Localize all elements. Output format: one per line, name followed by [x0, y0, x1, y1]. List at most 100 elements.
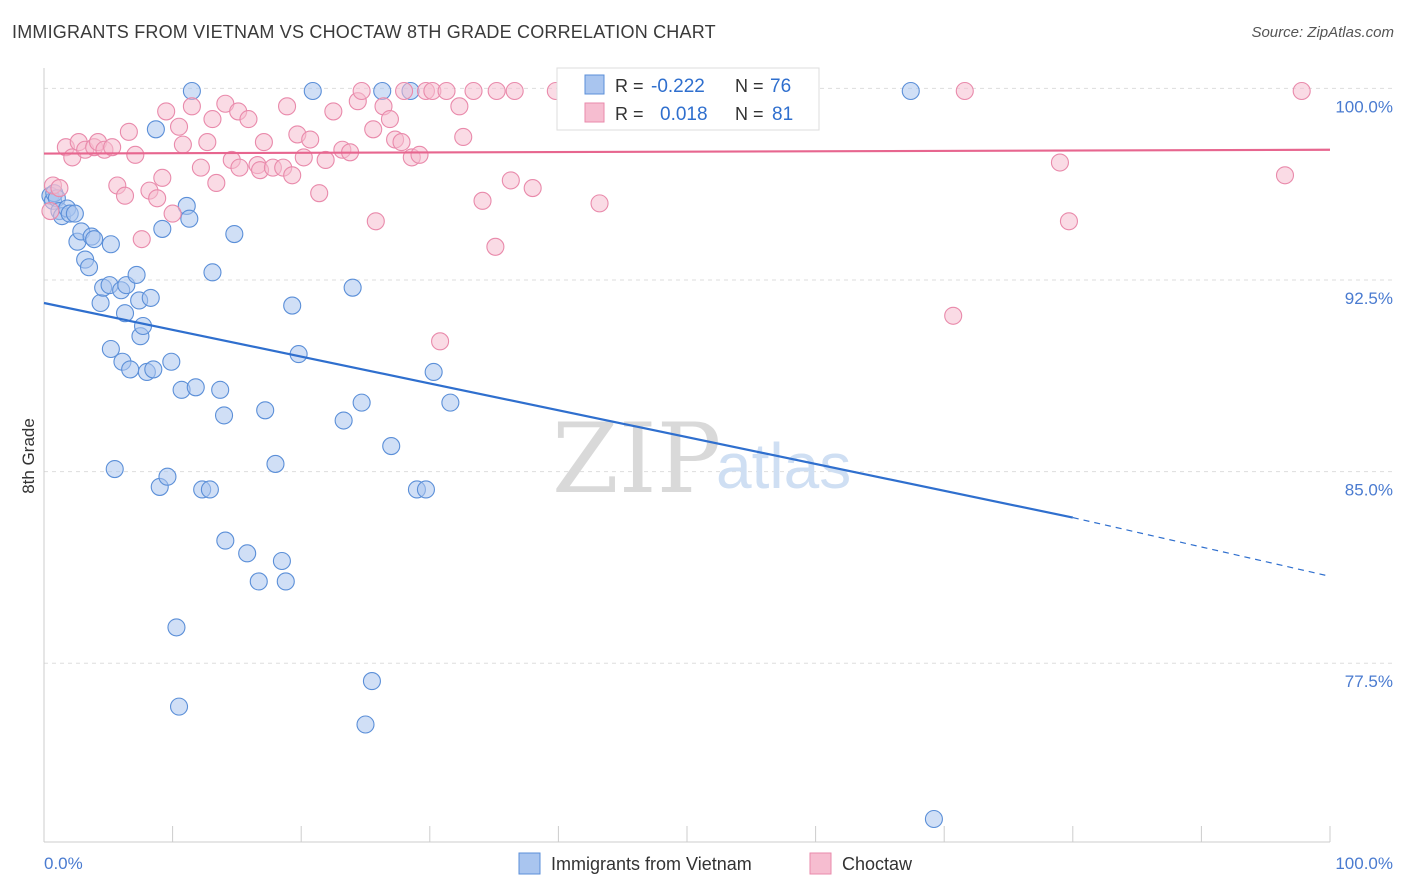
- vietnam-point: [924, 809, 943, 829]
- legend-swatch-choctaw: [584, 102, 605, 123]
- vietnam-point: [121, 360, 140, 379]
- vietnam-point: [203, 263, 222, 282]
- y-tick-label: 85.0%: [1345, 481, 1393, 500]
- vietnam-point: [85, 230, 104, 249]
- vietnam-point: [256, 401, 275, 420]
- choctaw-point: [132, 230, 151, 249]
- choctaw-point: [182, 97, 201, 116]
- watermark-zip: ZIP: [552, 403, 721, 515]
- choctaw-point: [487, 81, 506, 101]
- vietnam-point: [216, 531, 235, 550]
- vietnam-point: [127, 265, 146, 284]
- legend-n-value-vietnam: 76: [770, 76, 791, 97]
- source-label: Source: ZipAtlas.com: [1251, 24, 1394, 41]
- vietnam-point: [144, 360, 163, 379]
- vietnam-point: [200, 480, 219, 499]
- choctaw-point: [41, 201, 60, 221]
- choctaw-point: [955, 81, 974, 101]
- choctaw-point: [431, 332, 450, 351]
- y-axis-label: 8th Grade: [19, 418, 38, 494]
- choctaw-point: [523, 179, 542, 198]
- vietnam-point: [167, 618, 186, 637]
- legend-n-value-choctaw: 81: [772, 104, 793, 125]
- vietnam-point: [276, 572, 295, 591]
- choctaw-point: [486, 237, 505, 256]
- vietnam-point: [158, 467, 177, 486]
- vietnam-point: [186, 378, 205, 397]
- x-tick-label-max: 100.0%: [1335, 854, 1393, 873]
- vietnam-point: [153, 219, 172, 238]
- choctaw-point: [126, 145, 145, 164]
- vietnam-point: [272, 551, 291, 571]
- series-vietnam-points: [41, 81, 943, 829]
- trend-line-choctaw: [43, 148, 1331, 155]
- y-tick-label: 92.5%: [1345, 289, 1393, 308]
- vietnam-point: [225, 224, 244, 244]
- vietnam-point: [214, 406, 234, 425]
- vietnam-point: [65, 204, 84, 223]
- choctaw-point: [366, 212, 385, 231]
- choctaw-point: [410, 145, 429, 164]
- choctaw-point: [119, 122, 138, 141]
- choctaw-point: [115, 186, 135, 205]
- choctaw-point: [324, 102, 343, 121]
- x-tick-label-min: 0.0%: [44, 854, 83, 873]
- choctaw-point: [501, 171, 520, 190]
- choctaw-point: [283, 166, 302, 185]
- choctaw-point: [380, 110, 399, 129]
- vietnam-point: [249, 572, 268, 591]
- legend-r-value-vietnam: -0.222: [651, 76, 705, 97]
- choctaw-point: [148, 189, 167, 208]
- vietnam-point: [424, 362, 443, 382]
- legend-bottom: Immigrants from Vietnam Choctaw: [518, 852, 913, 875]
- choctaw-point: [352, 81, 371, 101]
- choctaw-point: [464, 81, 483, 101]
- choctaw-point: [437, 81, 456, 101]
- choctaw-point: [198, 133, 217, 152]
- choctaw-point: [169, 117, 189, 136]
- choctaw-point: [1050, 153, 1069, 172]
- vietnam-point: [362, 672, 381, 691]
- legend-r-label-choctaw: R =: [615, 104, 644, 124]
- legend-r-value-choctaw: 0.018: [660, 104, 708, 125]
- trend-lines: [43, 148, 1331, 577]
- legend-bottom-label-vietnam: Immigrants from Vietnam: [551, 854, 752, 874]
- choctaw-point: [278, 97, 297, 116]
- vietnam-point: [162, 352, 181, 371]
- vietnam-point: [334, 411, 353, 430]
- choctaw-point: [203, 110, 222, 129]
- choctaw-point: [50, 179, 69, 198]
- choctaw-point: [473, 191, 492, 210]
- vietnam-point: [182, 81, 201, 101]
- choctaw-point: [590, 194, 609, 213]
- choctaw-point: [395, 81, 414, 101]
- vietnam-point: [352, 393, 371, 412]
- vietnam-point: [101, 235, 120, 254]
- vietnam-point: [238, 544, 257, 563]
- choctaw-point: [173, 135, 192, 154]
- choctaw-point: [1059, 212, 1078, 231]
- choctaw-point: [1275, 166, 1295, 185]
- legend-n-label-vietnam: N =: [735, 76, 764, 96]
- choctaw-point: [230, 158, 249, 177]
- choctaw-point: [157, 102, 176, 121]
- choctaw-point: [392, 133, 411, 152]
- legend-n-label-choctaw: N =: [735, 104, 764, 124]
- vietnam-point: [211, 380, 230, 399]
- choctaw-point: [294, 148, 313, 167]
- choctaw-point: [310, 184, 329, 203]
- legend-top: R = -0.222 N = 76 R = 0.018 N = 81: [556, 67, 820, 131]
- trend-line-vietnam-extension: [1072, 516, 1331, 577]
- choctaw-point: [454, 127, 473, 147]
- grid-lines: [44, 87, 1393, 664]
- vietnam-point: [373, 81, 392, 101]
- trend-line-vietnam: [43, 301, 1074, 519]
- vietnam-point: [356, 715, 375, 734]
- choctaw-point: [450, 97, 469, 116]
- choctaw-point: [316, 150, 335, 170]
- choctaw-point: [505, 81, 524, 101]
- vietnam-point: [441, 393, 460, 412]
- vietnam-point: [416, 480, 435, 499]
- choctaw-point: [301, 130, 320, 149]
